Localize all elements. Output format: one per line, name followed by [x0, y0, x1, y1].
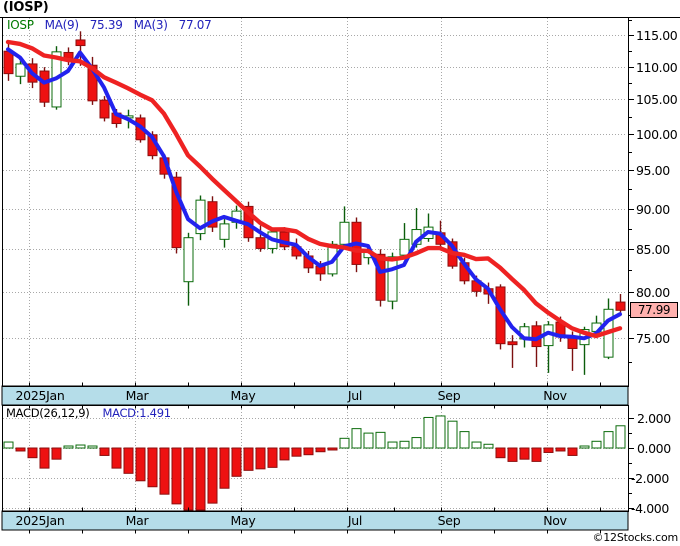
month-label: Jul — [347, 513, 363, 528]
price-tick-label: 100.00 — [636, 126, 678, 142]
month-label: Mar — [125, 388, 149, 403]
price-legend: IOSP MA(9) 75.39 MA(3) 77.07 — [7, 18, 212, 32]
page-title: (IOSP) — [3, 0, 49, 15]
macd-tick-label: -2.000 — [631, 470, 669, 486]
price-tick-label: 80.00 — [636, 284, 670, 300]
price-tick-label: 115.00 — [636, 27, 678, 43]
price-tick-label: 110.00 — [636, 59, 678, 75]
ma9-label: MA(9) — [44, 18, 79, 32]
watermark: ©12Stocks.com — [592, 531, 678, 544]
price-tick-label: 75.00 — [636, 330, 670, 346]
month-label: Mar — [125, 513, 149, 528]
macd-tick-label: 2.000 — [637, 410, 671, 426]
price-tick-label: 105.00 — [636, 91, 678, 107]
ma3-label: MA(3) — [133, 18, 168, 32]
macd-value-label: MACD:1.491 — [102, 406, 171, 420]
month-label: Nov — [543, 513, 567, 528]
ma3-value: 77.07 — [178, 18, 212, 32]
month-label: 2025Jan — [15, 513, 65, 528]
month-label: Sep — [437, 388, 461, 403]
macd-params-label: MACD(26,12,9) — [6, 406, 90, 420]
last-price-label: 77.99 — [630, 302, 678, 319]
month-label: Nov — [543, 388, 567, 403]
price-tick-label: 85.00 — [636, 241, 670, 257]
month-label: May — [230, 388, 256, 403]
date-axis-upper: 2025Jan Mar May Jul Sep Nov — [0, 388, 680, 404]
month-label: Sep — [437, 513, 461, 528]
month-label: May — [230, 513, 256, 528]
date-axis-lower: 2025Jan Mar May Jul Sep Nov — [0, 513, 680, 529]
macd-legend: MACD(26,12,9) MACD:1.491 — [6, 406, 171, 420]
macd-tick-label: -4.000 — [631, 500, 669, 516]
price-tick-label: 95.00 — [636, 162, 670, 178]
ma9-value: 75.39 — [89, 18, 123, 32]
symbol-label: IOSP — [7, 18, 34, 32]
macd-tick-label: 0.000 — [637, 440, 671, 456]
month-label: Jul — [347, 388, 363, 403]
month-label: 2025Jan — [15, 388, 65, 403]
price-tick-label: 90.00 — [636, 201, 670, 217]
